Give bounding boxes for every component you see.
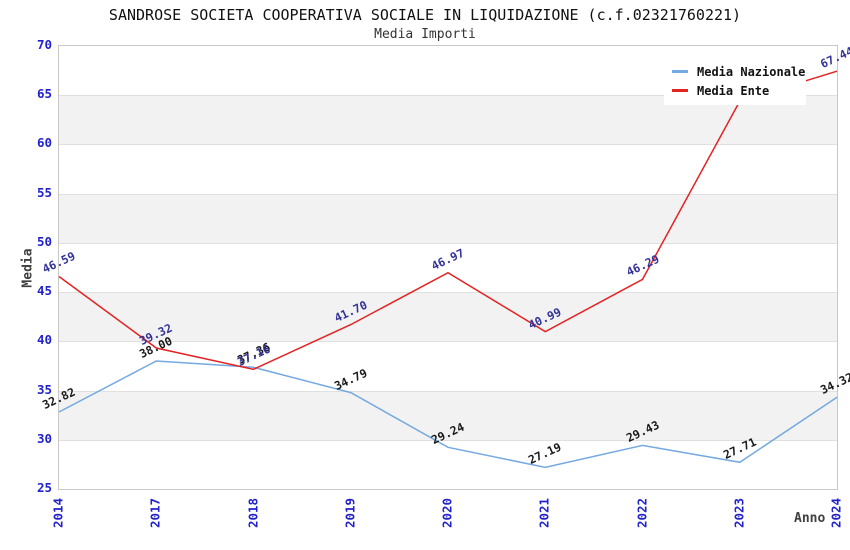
gridline — [59, 95, 837, 97]
gridline — [59, 341, 837, 343]
x-tick-label: 2017 — [147, 497, 163, 529]
chart-subtitle: Media Importi — [374, 27, 476, 42]
plot-band — [59, 242, 837, 293]
y-tick-label: 55 — [36, 184, 52, 200]
plot-band — [59, 341, 837, 391]
x-tick-label: 2023 — [731, 497, 747, 529]
y-tick-label: 30 — [36, 430, 52, 446]
x-tick-label: 2018 — [245, 497, 260, 529]
gridline — [59, 144, 837, 146]
plot-band — [59, 193, 837, 243]
series-line-media-ente — [58, 70, 838, 371]
y-tick-label: 45 — [36, 283, 52, 299]
gridline — [59, 292, 837, 294]
legend-line-swatch — [672, 70, 688, 73]
y-tick-label: 35 — [36, 381, 52, 397]
series-line-media-nazionale — [58, 360, 838, 469]
plot-band — [59, 390, 837, 440]
legend: Media Nazionale Media Ente — [664, 57, 806, 105]
y-tick-label: 25 — [36, 480, 52, 495]
gridline — [59, 390, 837, 392]
y-tick-label: 40 — [36, 332, 52, 348]
legend-item-media-ente: Media Ente — [672, 81, 800, 100]
plot-band — [59, 292, 837, 342]
x-tick-label: 2024 — [828, 497, 844, 529]
y-tick-label: 60 — [36, 135, 52, 151]
x-tick-label: 2020 — [439, 497, 455, 529]
gridline — [59, 242, 837, 244]
x-tick-label: 2014 — [50, 497, 66, 529]
legend-item-media-nazionale: Media Nazionale — [672, 62, 805, 81]
y-tick-label: 70 — [36, 37, 52, 52]
legend-line-swatch — [672, 89, 688, 92]
y-tick-label: 65 — [36, 86, 52, 102]
x-tick-label: 2021 — [536, 497, 552, 529]
x-axis-title: Anno — [794, 511, 826, 526]
plot-band — [59, 144, 837, 194]
gridline — [59, 439, 837, 441]
y-tick-label: 50 — [36, 233, 52, 249]
legend-label: Media Ente — [697, 83, 770, 98]
y-axis-title: Media — [20, 248, 36, 288]
legend-label: Media Nazionale — [697, 64, 806, 79]
x-tick-label: 2019 — [342, 497, 358, 529]
series-svg — [58, 70, 838, 469]
gridline — [59, 193, 837, 195]
plot-area: 32.82 38.00 37.36 34.79 29.24 27.19 29.43 27.71… — [40, 44, 850, 490]
chart-title: SANDROSE SOCIETA COOPERATIVA SOCIALE IN … — [108, 6, 742, 24]
x-tick-label: 2022 — [634, 497, 649, 529]
